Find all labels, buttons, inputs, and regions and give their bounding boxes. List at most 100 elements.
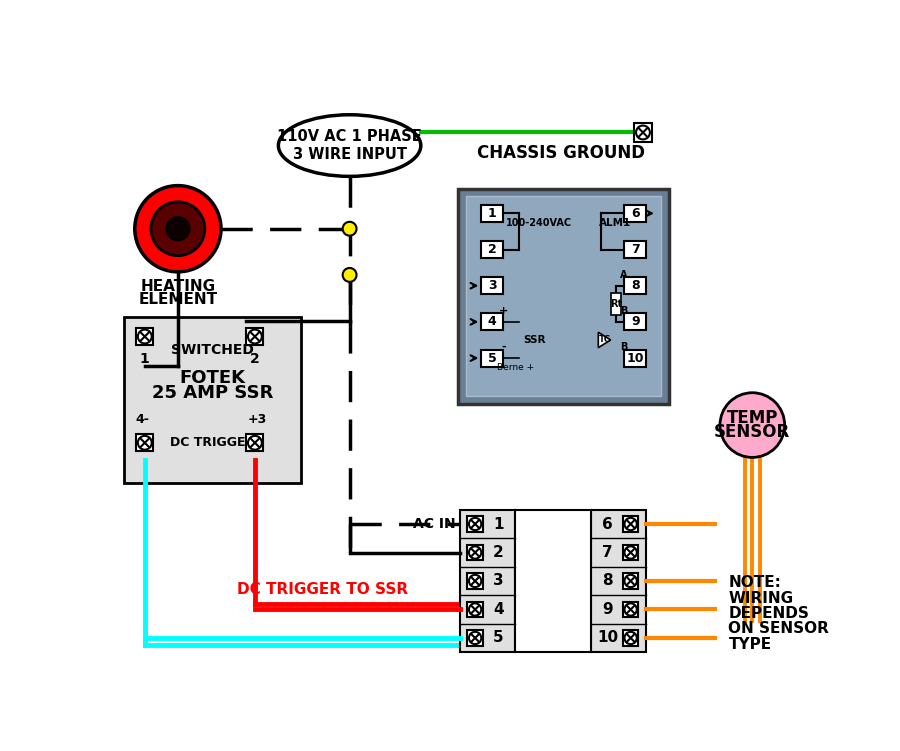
FancyBboxPatch shape	[460, 510, 515, 652]
FancyBboxPatch shape	[124, 317, 302, 483]
FancyBboxPatch shape	[247, 434, 264, 451]
Circle shape	[343, 222, 356, 236]
Circle shape	[248, 436, 262, 450]
FancyBboxPatch shape	[467, 544, 482, 560]
Text: +3: +3	[248, 413, 266, 426]
Circle shape	[138, 436, 152, 450]
Text: 9: 9	[631, 315, 640, 328]
FancyBboxPatch shape	[590, 510, 646, 652]
Circle shape	[135, 185, 221, 272]
Text: NOTE:: NOTE:	[728, 575, 781, 590]
Text: 2: 2	[250, 352, 260, 366]
Text: SSR: SSR	[523, 335, 545, 345]
Text: A: A	[620, 270, 627, 279]
Text: DC TRIGGER: DC TRIGGER	[170, 436, 255, 449]
Text: ELEMENT: ELEMENT	[139, 292, 218, 307]
FancyBboxPatch shape	[623, 630, 638, 646]
Text: DC TRIGGER TO SSR: DC TRIGGER TO SSR	[237, 581, 409, 596]
FancyBboxPatch shape	[136, 434, 153, 451]
FancyBboxPatch shape	[467, 630, 482, 646]
Circle shape	[469, 632, 482, 644]
FancyBboxPatch shape	[136, 328, 153, 345]
FancyBboxPatch shape	[623, 544, 638, 560]
Circle shape	[151, 202, 205, 255]
Text: 3: 3	[493, 574, 503, 589]
Circle shape	[343, 268, 356, 282]
Circle shape	[625, 518, 637, 530]
Circle shape	[469, 575, 482, 587]
Text: TC: TC	[598, 336, 610, 345]
Text: 100-240VAC: 100-240VAC	[506, 218, 572, 228]
FancyBboxPatch shape	[467, 573, 482, 589]
FancyBboxPatch shape	[466, 196, 662, 396]
Text: 6: 6	[631, 207, 640, 220]
Text: SWITCHED: SWITCHED	[171, 342, 254, 357]
Text: 7: 7	[631, 243, 640, 256]
Circle shape	[166, 217, 189, 240]
FancyBboxPatch shape	[458, 189, 669, 403]
Text: 4: 4	[488, 315, 497, 328]
Text: HEATING: HEATING	[140, 279, 215, 294]
Text: Berne +: Berne +	[497, 363, 534, 372]
Text: 25 AMP SSR: 25 AMP SSR	[152, 384, 274, 402]
Text: 1: 1	[488, 207, 497, 220]
Text: 8: 8	[602, 574, 613, 589]
FancyBboxPatch shape	[482, 350, 503, 366]
Circle shape	[625, 603, 637, 616]
Text: 2: 2	[488, 243, 497, 256]
Text: 1: 1	[140, 352, 149, 366]
FancyBboxPatch shape	[623, 602, 638, 617]
FancyBboxPatch shape	[467, 517, 482, 532]
Circle shape	[248, 330, 262, 343]
Text: AC IN: AC IN	[413, 517, 456, 531]
Circle shape	[469, 518, 482, 530]
Text: FOTEK: FOTEK	[179, 369, 246, 387]
Text: 2: 2	[493, 545, 504, 560]
Text: 4-: 4-	[136, 413, 149, 426]
Text: B: B	[620, 306, 627, 315]
FancyBboxPatch shape	[625, 350, 646, 366]
Ellipse shape	[278, 115, 421, 176]
Text: +: +	[499, 306, 508, 315]
FancyBboxPatch shape	[482, 313, 503, 330]
FancyBboxPatch shape	[482, 277, 503, 294]
FancyBboxPatch shape	[623, 517, 638, 532]
Circle shape	[625, 546, 637, 559]
Text: SENSOR: SENSOR	[715, 423, 790, 441]
Circle shape	[469, 603, 482, 616]
Text: TYPE: TYPE	[728, 637, 771, 652]
Text: DEPENDS: DEPENDS	[728, 606, 809, 621]
FancyBboxPatch shape	[623, 573, 638, 589]
Circle shape	[625, 575, 637, 587]
FancyBboxPatch shape	[625, 277, 646, 294]
Text: CHASSIS GROUND: CHASSIS GROUND	[477, 144, 645, 162]
FancyBboxPatch shape	[625, 205, 646, 222]
Text: ON SENSOR: ON SENSOR	[728, 621, 829, 636]
Circle shape	[138, 330, 152, 343]
Text: 6: 6	[602, 517, 613, 532]
Circle shape	[720, 393, 785, 457]
Text: Rt: Rt	[610, 299, 622, 309]
Text: B: B	[620, 342, 627, 352]
Text: WIRING: WIRING	[728, 590, 794, 605]
FancyBboxPatch shape	[611, 293, 621, 315]
Circle shape	[636, 125, 650, 140]
Text: 3 WIRE INPUT: 3 WIRE INPUT	[292, 147, 407, 162]
Circle shape	[469, 546, 482, 559]
Text: 5: 5	[488, 351, 497, 364]
Text: 5: 5	[493, 631, 503, 645]
Text: 10: 10	[597, 631, 618, 645]
FancyBboxPatch shape	[515, 510, 590, 652]
FancyBboxPatch shape	[634, 123, 652, 142]
FancyBboxPatch shape	[482, 241, 503, 258]
Text: 1: 1	[493, 517, 503, 532]
FancyBboxPatch shape	[482, 205, 503, 222]
FancyBboxPatch shape	[625, 241, 646, 258]
Polygon shape	[598, 332, 610, 348]
Text: 9: 9	[602, 602, 613, 617]
Circle shape	[625, 632, 637, 644]
Text: 110V AC 1 PHASE: 110V AC 1 PHASE	[277, 129, 422, 144]
FancyBboxPatch shape	[625, 313, 646, 330]
Text: -: -	[501, 342, 506, 352]
Text: 3: 3	[488, 279, 497, 292]
